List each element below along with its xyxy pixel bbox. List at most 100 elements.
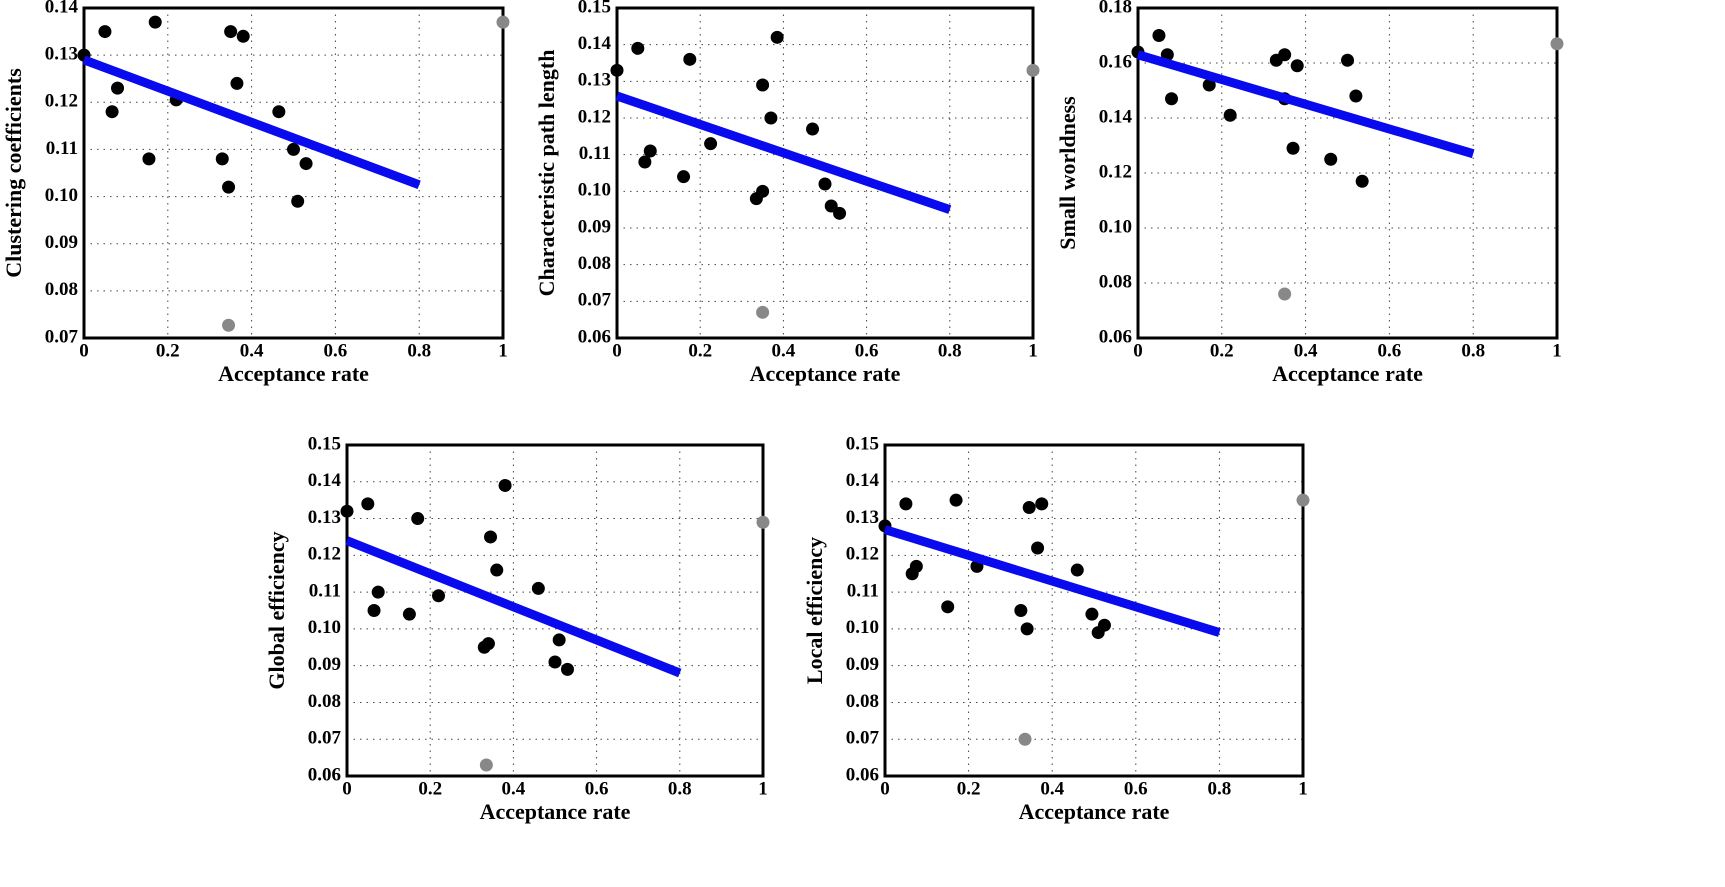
data-point xyxy=(402,607,416,621)
data-point xyxy=(1152,29,1166,42)
data-point xyxy=(1165,92,1179,106)
y-tick-label: 0.08 xyxy=(308,691,341,712)
y-tick-label: 0.13 xyxy=(45,44,78,65)
data-point xyxy=(236,29,250,43)
y-tick-label: 0.12 xyxy=(45,91,78,112)
y-tick-label: 0.11 xyxy=(579,143,611,164)
data-point xyxy=(299,157,313,171)
plot-frame xyxy=(883,443,1305,778)
data-point xyxy=(1550,37,1564,51)
data-point xyxy=(756,78,770,92)
data-point xyxy=(496,15,510,29)
x-tick-label: 1 xyxy=(1298,778,1308,799)
data-point xyxy=(833,206,847,220)
y-tick-label: 0.07 xyxy=(578,290,612,311)
data-point xyxy=(287,142,300,156)
x-tick-label: 0.8 xyxy=(668,778,692,799)
fit-line xyxy=(883,525,1221,637)
x-axis-label: Acceptance rate xyxy=(1019,799,1170,824)
data-point xyxy=(148,15,162,29)
data-point xyxy=(215,152,229,166)
y-tick-label: 0.10 xyxy=(846,617,879,638)
x-tick-label: 0.6 xyxy=(324,340,348,361)
y-tick-label: 0.11 xyxy=(46,138,78,159)
y-tick-label: 0.09 xyxy=(308,654,341,675)
data-point xyxy=(432,589,446,603)
x-tick-label: 0.4 xyxy=(1294,340,1318,361)
x-tick-label: 0.6 xyxy=(1124,778,1148,799)
data-point xyxy=(361,497,375,511)
x-tick-label: 0.2 xyxy=(957,778,981,799)
x-tick-label: 0.4 xyxy=(502,778,526,799)
data-point xyxy=(224,25,238,39)
x-tick-label: 0.8 xyxy=(1461,340,1485,361)
y-tick-label: 0.09 xyxy=(45,232,78,253)
x-tick-label: 0.8 xyxy=(407,340,431,361)
data-point xyxy=(1355,174,1369,188)
x-tick-label: 0 xyxy=(880,778,890,799)
x-tick-label: 0.6 xyxy=(1378,340,1402,361)
data-point xyxy=(1018,732,1032,746)
y-tick-label: 0.18 xyxy=(1099,0,1132,17)
x-tick-label: 0 xyxy=(1133,340,1143,361)
y-tick-label: 0.15 xyxy=(578,0,611,17)
data-point xyxy=(367,604,381,617)
data-point xyxy=(498,478,512,492)
data-point xyxy=(552,633,566,647)
y-tick-label: 0.09 xyxy=(578,216,611,237)
y-tick-label: 0.13 xyxy=(578,70,611,91)
fit-line xyxy=(82,55,421,190)
data-point xyxy=(1085,607,1099,621)
data-point xyxy=(704,137,718,151)
x-tick-label: 0.4 xyxy=(240,340,264,361)
data-point xyxy=(638,155,652,169)
data-point xyxy=(1223,108,1237,122)
x-tick-label: 0.2 xyxy=(418,778,442,799)
x-axis-label: Acceptance rate xyxy=(750,361,901,386)
plot-frame xyxy=(345,443,765,778)
x-axis-label: Acceptance rate xyxy=(1272,361,1423,386)
x-tick-label: 0.2 xyxy=(1210,340,1234,361)
y-axis-label: Characteristic path length xyxy=(534,50,559,297)
data-point xyxy=(1035,497,1049,511)
data-point xyxy=(1026,63,1040,77)
x-tick-label: 0.8 xyxy=(1208,778,1232,799)
data-point xyxy=(484,530,498,544)
data-point xyxy=(756,515,770,529)
y-tick-label: 0.08 xyxy=(1099,271,1132,292)
data-point xyxy=(770,30,784,44)
fit-line xyxy=(615,91,952,214)
x-tick-label: 0.2 xyxy=(688,340,712,361)
y-tick-label: 0.13 xyxy=(846,507,879,528)
data-point xyxy=(142,152,156,166)
y-tick-label: 0.08 xyxy=(846,691,879,712)
y-tick-label: 0.10 xyxy=(1099,216,1132,237)
data-point xyxy=(941,600,955,614)
y-tick-label: 0.12 xyxy=(1099,161,1132,182)
x-tick-label: 1 xyxy=(498,340,508,361)
y-tick-label: 0.12 xyxy=(578,106,611,127)
y-tick-label: 0.06 xyxy=(578,326,611,347)
plot-area xyxy=(84,8,503,338)
data-point xyxy=(560,662,574,676)
y-axis-label: Small worldness xyxy=(1055,96,1080,250)
y-tick-label: 0.15 xyxy=(846,433,879,454)
data-point xyxy=(899,497,913,511)
data-point xyxy=(610,63,624,77)
fit-line xyxy=(1136,50,1475,159)
data-point xyxy=(1031,541,1045,555)
plot-frame xyxy=(1136,6,1559,340)
x-tick-label: 1 xyxy=(1028,340,1038,361)
data-point xyxy=(222,180,236,194)
y-tick-label: 0.10 xyxy=(578,180,611,201)
x-tick-label: 0.2 xyxy=(156,340,180,361)
data-point xyxy=(1022,501,1036,515)
y-tick-label: 0.13 xyxy=(308,507,341,528)
data-point xyxy=(1202,78,1216,92)
data-point xyxy=(949,493,963,507)
data-point xyxy=(677,170,691,184)
data-point xyxy=(756,184,770,198)
y-tick-label: 0.11 xyxy=(309,580,341,601)
y-tick-label: 0.14 xyxy=(308,470,342,491)
data-point xyxy=(824,199,838,213)
